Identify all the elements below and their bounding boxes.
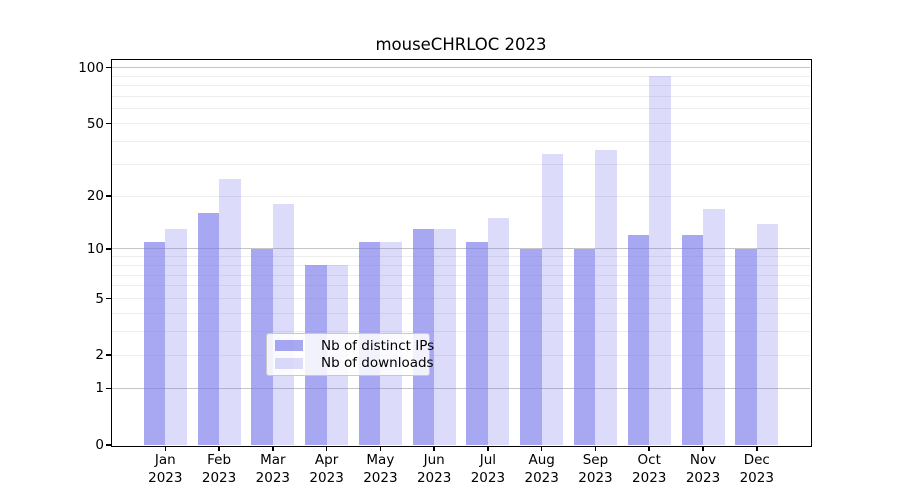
- gridline-minor: [112, 108, 810, 110]
- x-axis-label: Oct 2023: [632, 452, 667, 486]
- gridline-minor: [112, 123, 810, 125]
- y-axis-label: 20: [86, 188, 104, 205]
- gridline-minor: [112, 298, 810, 300]
- y-axis-label: 10: [86, 240, 104, 257]
- gridline-minor: [112, 195, 810, 197]
- x-axis-tick: [540, 446, 543, 451]
- x-axis-tick: [433, 446, 435, 451]
- y-axis-tick: [106, 387, 111, 390]
- bar-distinct-ips: [466, 241, 488, 445]
- y-axis-tick: [106, 444, 111, 446]
- gridline-major: [112, 67, 810, 69]
- y-axis-tick: [106, 195, 111, 197]
- gridline-minor: [112, 354, 810, 356]
- bar-downloads: [272, 204, 295, 445]
- y-axis-label: 2: [95, 347, 104, 364]
- bar-downloads: [219, 178, 241, 445]
- x-axis-label: Jan 2023: [148, 452, 183, 486]
- x-axis-label: Mar 2023: [255, 452, 290, 486]
- gridline-minor: [112, 85, 810, 87]
- y-axis-label: 100: [78, 59, 104, 76]
- legend-entry: Nb of distinct IPs: [267, 338, 434, 354]
- x-axis-tick: [756, 446, 758, 451]
- legend-entry: Nb of downloads: [267, 355, 434, 371]
- legend-entry-label: Nb of distinct IPs: [321, 337, 435, 354]
- gridline-minor: [112, 274, 810, 276]
- bar-distinct-ips: [251, 248, 273, 445]
- bar-downloads: [165, 229, 187, 445]
- bar-downloads: [595, 149, 617, 445]
- bar-downloads: [756, 223, 779, 445]
- legend-entry-label: Nb of downloads: [321, 355, 434, 372]
- y-axis-label: 0: [95, 437, 104, 453]
- chart-title: mouseCHRLOC 2023: [375, 35, 547, 54]
- x-axis-label: Jul 2023: [470, 452, 506, 486]
- bar-distinct-ips: [735, 248, 757, 445]
- gridline-minor: [112, 331, 810, 333]
- x-axis-label: Nov 2023: [685, 452, 721, 486]
- gridline-minor: [112, 256, 810, 258]
- x-axis-tick: [218, 446, 220, 451]
- y-axis-tick: [106, 248, 111, 250]
- x-axis-tick: [379, 446, 382, 451]
- x-axis-tick: [487, 446, 489, 451]
- bar-distinct-ips: [573, 248, 596, 445]
- gridline-minor: [112, 264, 810, 266]
- gridline-major: [112, 387, 810, 389]
- y-axis-tick: [106, 297, 111, 300]
- legend-swatch-downloads: [275, 358, 303, 369]
- y-axis-tick: [106, 66, 111, 69]
- y-axis-label: 1: [95, 380, 104, 397]
- bar-downloads: [703, 208, 725, 445]
- legend-swatch-distinct-ips: [275, 340, 303, 351]
- gridline-minor: [112, 96, 810, 98]
- bar-distinct-ips: [197, 213, 220, 445]
- plot-area: [110, 58, 812, 447]
- bar-distinct-ips: [681, 235, 703, 445]
- x-axis-tick: [164, 446, 167, 451]
- gridline-minor: [112, 312, 810, 314]
- x-axis-label: Jun 2023: [416, 452, 452, 486]
- x-axis-tick: [325, 446, 328, 451]
- bar-distinct-ips: [627, 235, 650, 445]
- gridline-minor: [112, 285, 810, 287]
- y-axis-label: 5: [95, 290, 104, 307]
- bar-downloads: [649, 76, 671, 445]
- y-axis-tick: [106, 122, 111, 125]
- gridline-minor: [112, 163, 810, 165]
- bar-downloads: [487, 218, 510, 445]
- legend: Nb of distinct IPs Nb of downloads: [266, 333, 434, 376]
- bar-downloads: [541, 154, 564, 445]
- gridline-major: [112, 248, 810, 250]
- bar-distinct-ips: [143, 241, 166, 445]
- x-axis-label: Sep 2023: [578, 452, 613, 486]
- bar-downloads: [434, 229, 456, 445]
- x-axis-tick: [594, 446, 597, 451]
- x-axis-label: May 2023: [363, 452, 398, 486]
- gridline-minor: [112, 75, 810, 77]
- x-axis-label: Aug 2023: [524, 452, 559, 486]
- x-axis-tick: [702, 446, 704, 451]
- x-axis-label: Apr 2023: [309, 452, 344, 486]
- x-axis-tick: [272, 446, 274, 451]
- bar-distinct-ips: [520, 248, 542, 445]
- x-axis-label: Dec 2023: [739, 452, 774, 486]
- y-axis-tick: [106, 354, 111, 356]
- x-axis-tick: [648, 446, 650, 451]
- y-axis-label: 50: [86, 115, 104, 132]
- x-axis-label: Feb 2023: [201, 452, 237, 486]
- gridline-minor: [112, 140, 810, 142]
